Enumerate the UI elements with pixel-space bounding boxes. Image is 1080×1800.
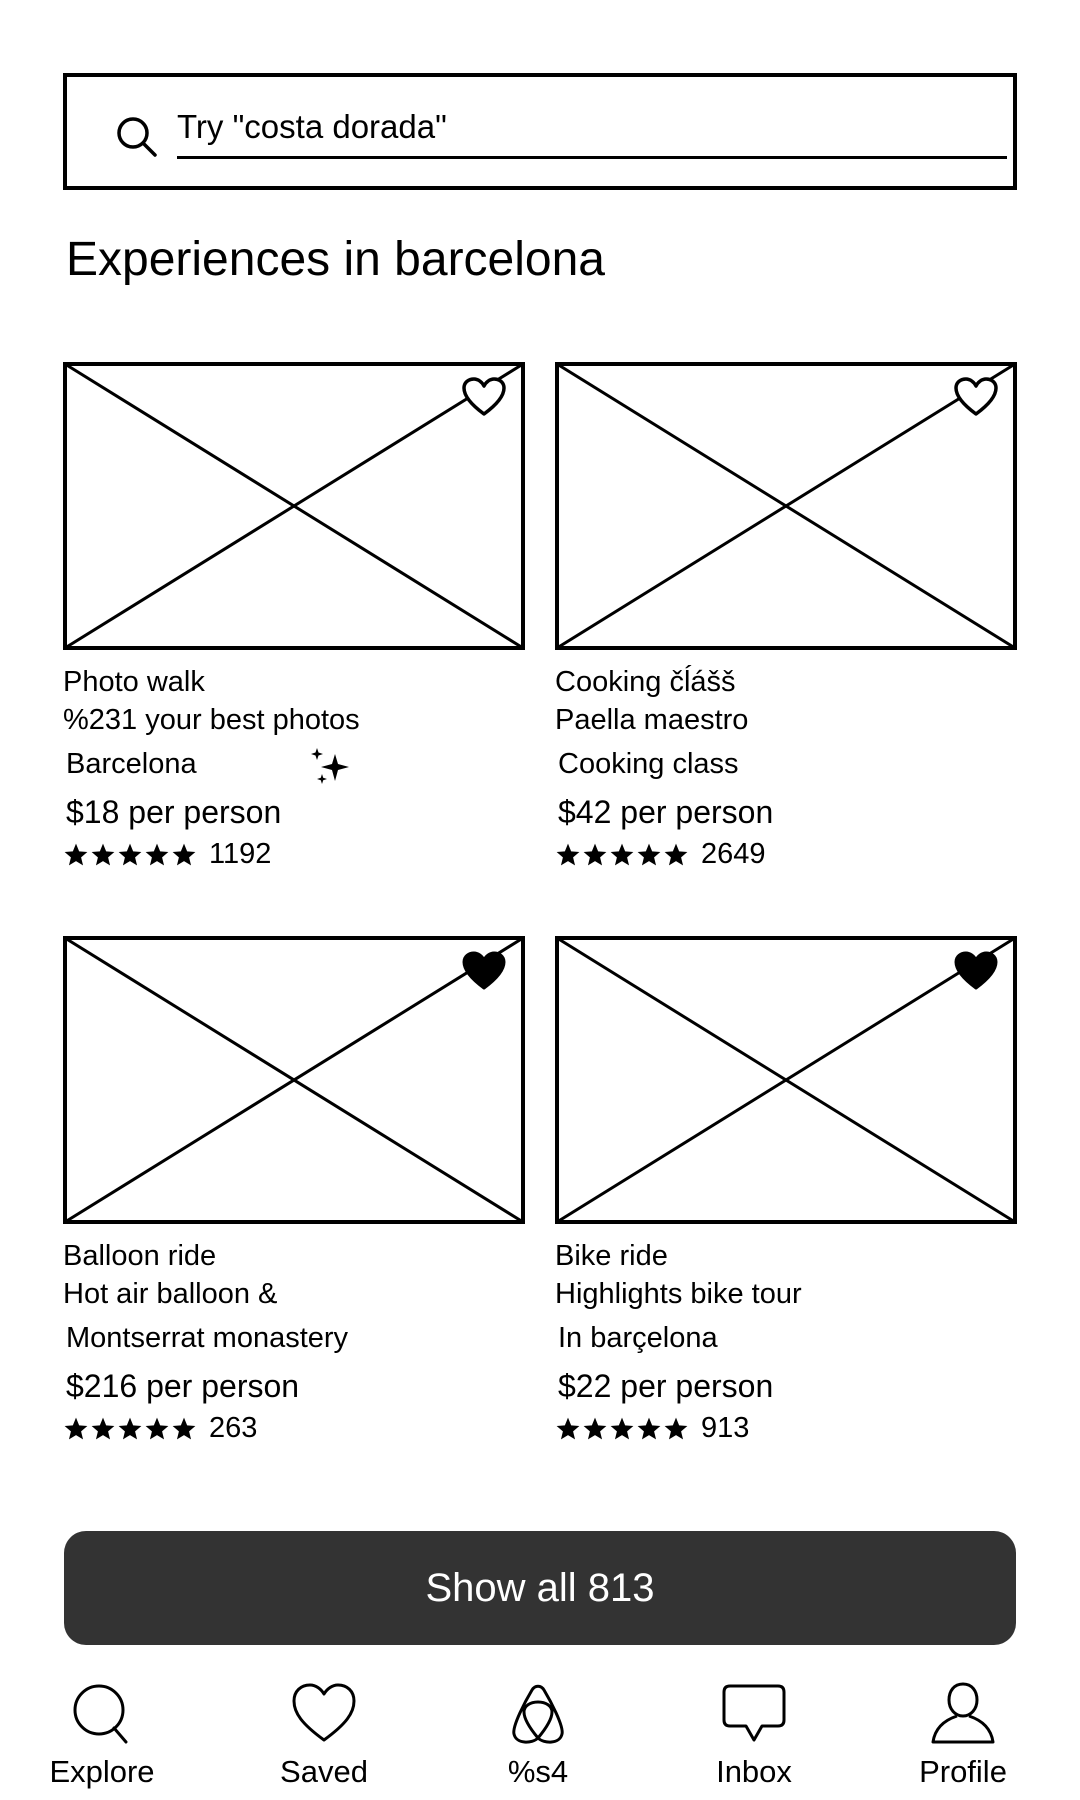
nav-label: Saved: [280, 1754, 368, 1789]
card-title: Highlights bike tour: [555, 1278, 802, 1310]
card-category: Bike ride: [555, 1240, 668, 1272]
card-title: %231 your best photos: [63, 704, 360, 736]
star-icon: [637, 1417, 661, 1439]
sparkle-icon: [311, 748, 349, 784]
star-icon: [556, 1417, 580, 1439]
page-title: Experiences in barcelona: [66, 233, 605, 286]
star-icon: [637, 843, 661, 865]
star-icon: [556, 843, 580, 865]
star-icon: [145, 1417, 169, 1439]
nav-label: Explore: [49, 1754, 155, 1789]
star-rating: [63, 842, 197, 868]
nav-home[interactable]: %s4: [458, 1670, 618, 1800]
card-price: $22 per person: [558, 1368, 774, 1404]
card-price: $18 per person: [66, 794, 282, 830]
card-category: Photo walk: [63, 666, 205, 698]
heart-icon: [292, 1683, 356, 1742]
star-icon: [145, 843, 169, 865]
brand-logo-icon: [512, 1684, 564, 1744]
star-rating: [63, 1416, 197, 1442]
search-icon: [73, 1684, 128, 1744]
heart-outline-icon[interactable]: [461, 376, 507, 418]
card-category: Cooking čĺášš: [555, 666, 736, 698]
card-title: Hot air balloon &: [63, 1278, 278, 1310]
person-icon: [931, 1682, 995, 1744]
review-count: 2649: [701, 838, 766, 870]
nav-saved[interactable]: Saved: [244, 1670, 404, 1800]
card-subtitle: In barçelona: [558, 1322, 718, 1354]
star-icon: [664, 843, 688, 865]
search-bar[interactable]: [63, 73, 1017, 190]
card-subtitle: Barcelona: [66, 748, 197, 780]
star-icon: [118, 1417, 142, 1439]
star-icon: [91, 1417, 115, 1439]
image-placeholder: [63, 936, 525, 1224]
nav-label: Profile: [919, 1754, 1007, 1789]
heart-filled-icon[interactable]: [953, 950, 999, 992]
star-icon: [64, 1417, 88, 1439]
card-price: $42 per person: [558, 794, 774, 830]
star-icon: [664, 1417, 688, 1439]
review-count: 263: [209, 1412, 258, 1444]
star-icon: [91, 843, 115, 865]
star-rating: [555, 1416, 689, 1442]
review-count: 913: [701, 1412, 750, 1444]
nav-inbox[interactable]: Inbox: [674, 1670, 834, 1800]
heart-outline-icon[interactable]: [953, 376, 999, 418]
nav-label: Inbox: [716, 1754, 792, 1789]
nav-label: %s4: [507, 1754, 569, 1789]
rating: 2649: [555, 840, 766, 869]
rating: 913: [555, 1414, 749, 1443]
rating: 1192: [63, 840, 271, 869]
card-price: $216 per person: [66, 1368, 300, 1404]
nav-profile[interactable]: Profile: [883, 1670, 1043, 1800]
star-icon: [172, 843, 196, 865]
heart-filled-icon[interactable]: [461, 950, 507, 992]
rating: 263: [63, 1414, 257, 1443]
star-icon: [610, 843, 634, 865]
star-rating: [555, 842, 689, 868]
star-icon: [64, 843, 88, 865]
star-icon: [118, 843, 142, 865]
star-icon: [583, 843, 607, 865]
card-subtitle: Montserrat monastery: [66, 1322, 349, 1354]
card-title: Paella maestro: [555, 704, 749, 736]
review-count: 1192: [209, 838, 272, 870]
search-input[interactable]: [177, 105, 1007, 159]
image-placeholder: [555, 362, 1017, 650]
nav-explore[interactable]: Explore: [22, 1670, 182, 1800]
star-icon: [583, 1417, 607, 1439]
card-subtitle: Cooking class: [558, 748, 739, 780]
image-placeholder: [555, 936, 1017, 1224]
card-category: Balloon ride: [63, 1240, 217, 1272]
star-icon: [610, 1417, 634, 1439]
show-all-button[interactable]: Show all 813: [64, 1531, 1016, 1645]
image-placeholder: [63, 362, 525, 650]
star-icon: [172, 1417, 196, 1439]
chat-bubble-icon: [722, 1684, 786, 1742]
search-icon: [117, 117, 157, 157]
